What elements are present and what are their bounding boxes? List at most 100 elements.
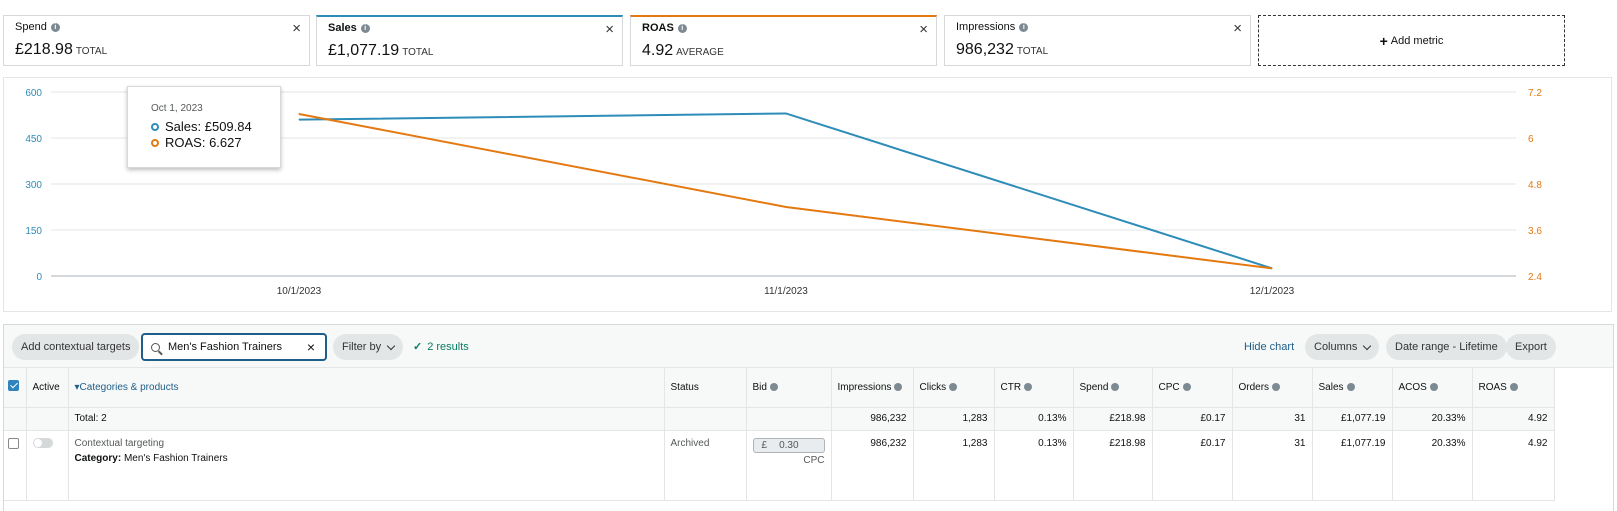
active-cell <box>26 430 69 501</box>
close-icon[interactable]: × <box>919 21 928 38</box>
clear-search-icon[interactable]: × <box>306 339 315 355</box>
header-target-label[interactable]: Categories & products <box>79 381 179 393</box>
metric-value: 986,232 <box>956 41 1014 58</box>
header-status: Status <box>664 368 747 408</box>
table-row: Contextual targeting Category: Men's Fas… <box>4 430 1555 501</box>
info-icon[interactable]: i <box>360 23 370 33</box>
info-icon[interactable] <box>769 382 778 391</box>
left-tick-label: 600 <box>25 88 42 99</box>
info-icon[interactable] <box>949 382 958 391</box>
row-roas: 4.92 <box>1472 430 1555 501</box>
info-icon[interactable] <box>894 382 903 391</box>
row-checkbox[interactable] <box>8 437 19 449</box>
metric-value: £218.98 <box>15 41 73 58</box>
x-tick-label: 11/1/2023 <box>764 286 808 297</box>
total-clicks: 1,283 <box>913 407 995 431</box>
info-icon[interactable] <box>1346 382 1355 391</box>
header-orders[interactable]: Orders <box>1232 368 1313 408</box>
metric-suffix: AVERAGE <box>676 47 724 58</box>
right-tick-label: 3.6 <box>1528 226 1542 237</box>
status-cell: Archived <box>664 430 747 501</box>
export-button[interactable]: Export <box>1506 334 1556 360</box>
info-icon[interactable]: i <box>1019 22 1029 32</box>
columns-label: Columns <box>1314 341 1358 353</box>
targets-panel: Add contextual targets Men's Fashion Tra… <box>3 324 1614 511</box>
category-value: Men's Fashion Trainers <box>123 452 228 464</box>
bid-cell: £0.30 CPC <box>746 430 832 501</box>
date-range-label: Date range - Lifetime <box>1395 341 1498 353</box>
add-metric-label: Add metric <box>1390 34 1444 47</box>
row-acos: 20.33% <box>1392 430 1473 501</box>
metric-card-sales[interactable]: Sales i £1,077.19 TOTAL × <box>316 15 623 66</box>
right-tick-label: 7.2 <box>1528 88 1542 99</box>
row-select-cell <box>4 430 27 501</box>
target-cell: Contextual targeting Category: Men's Fas… <box>68 430 665 501</box>
target-category: Category: Men's Fashion Trainers <box>75 453 658 464</box>
header-ctr[interactable]: CTR <box>994 368 1074 408</box>
close-icon[interactable]: × <box>605 21 614 38</box>
columns-button[interactable]: Columns <box>1305 334 1380 360</box>
header-cpc-label: CPC <box>1158 381 1180 393</box>
metric-suffix: TOTAL <box>1016 46 1049 57</box>
series-line-sales <box>298 112 1273 270</box>
info-icon[interactable]: i <box>677 23 687 33</box>
chevron-down-icon <box>386 341 396 350</box>
metric-card-roas[interactable]: ROAS i 4.92 AVERAGE × <box>630 15 937 66</box>
header-ctr-label: CTR <box>1000 381 1022 393</box>
metric-suffix: TOTAL <box>75 46 108 57</box>
header-active: Active <box>26 368 69 408</box>
hide-chart-link[interactable]: Hide chart <box>1244 341 1295 353</box>
bid-input[interactable]: £0.30 <box>752 437 825 453</box>
header-sales[interactable]: Sales <box>1312 368 1393 408</box>
header-impressions[interactable]: Impressions <box>831 368 914 408</box>
metric-card-impressions[interactable]: Impressions i 986,232 TOTAL × <box>944 15 1251 66</box>
table-header-row: Active ▾Categories & products Status Bid… <box>4 368 1555 408</box>
data-point-roas <box>1271 267 1273 269</box>
date-range-button[interactable]: Date range - Lifetime <box>1386 334 1507 360</box>
tooltip-roas: ROAS: 6.627 <box>165 135 242 150</box>
header-spend[interactable]: Spend <box>1073 368 1153 408</box>
close-icon[interactable]: × <box>292 20 301 37</box>
header-acos[interactable]: ACOS <box>1392 368 1473 408</box>
close-icon[interactable]: × <box>1233 20 1242 37</box>
left-tick-label: 0 <box>36 272 42 283</box>
search-input[interactable]: Men's Fashion Trainers × <box>141 333 327 361</box>
active-toggle[interactable] <box>32 437 53 448</box>
info-icon[interactable] <box>1182 382 1191 391</box>
info-icon[interactable] <box>1429 382 1438 391</box>
header-clicks[interactable]: Clicks <box>913 368 995 408</box>
header-target[interactable]: ▾Categories & products <box>68 368 665 408</box>
metric-value: £1,077.19 <box>328 42 400 59</box>
total-roas: 4.92 <box>1472 407 1555 431</box>
search-value: Men's Fashion Trainers <box>168 341 282 353</box>
info-icon[interactable] <box>1509 382 1518 391</box>
bid-currency: £ <box>761 439 768 451</box>
header-cpc[interactable]: CPC <box>1152 368 1233 408</box>
info-icon[interactable]: i <box>50 22 60 32</box>
select-all-cell <box>4 368 27 408</box>
metric-card-spend[interactable]: Spend i £218.98 TOTAL × <box>3 15 310 66</box>
add-metric-button[interactable]: + Add metric <box>1258 15 1565 66</box>
search-icon <box>151 342 160 352</box>
info-icon[interactable] <box>1024 382 1033 391</box>
row-sales: £1,077.19 <box>1312 430 1393 501</box>
header-roas-label: ROAS <box>1478 381 1507 393</box>
chart-svg: 0 150 300 450 600 2.4 3.6 4.8 6 7.2 10/1/2023 11/1/… <box>25 88 1542 297</box>
filter-by-button[interactable]: Filter by <box>333 334 404 360</box>
tooltip-sales-row: Sales: £509.84 <box>151 119 252 134</box>
add-contextual-targets-button[interactable]: Add contextual targets <box>12 334 140 360</box>
category-label: Category: <box>74 452 122 464</box>
x-tick-label: 12/1/2023 <box>1250 286 1295 297</box>
info-icon[interactable] <box>1111 382 1120 391</box>
info-icon[interactable] <box>1272 382 1281 391</box>
total-ctr: 0.13% <box>994 407 1074 431</box>
header-roas[interactable]: ROAS <box>1472 368 1555 408</box>
select-all-checkbox[interactable] <box>8 380 19 392</box>
chevron-down-icon <box>1363 341 1372 350</box>
right-tick-label: 4.8 <box>1528 180 1542 191</box>
header-impressions-label: Impressions <box>837 381 892 393</box>
header-bid[interactable]: Bid <box>746 368 832 408</box>
data-point-sales <box>785 112 787 114</box>
header-clicks-label: Clicks <box>919 381 947 393</box>
metric-name: Impressions <box>956 21 1016 33</box>
